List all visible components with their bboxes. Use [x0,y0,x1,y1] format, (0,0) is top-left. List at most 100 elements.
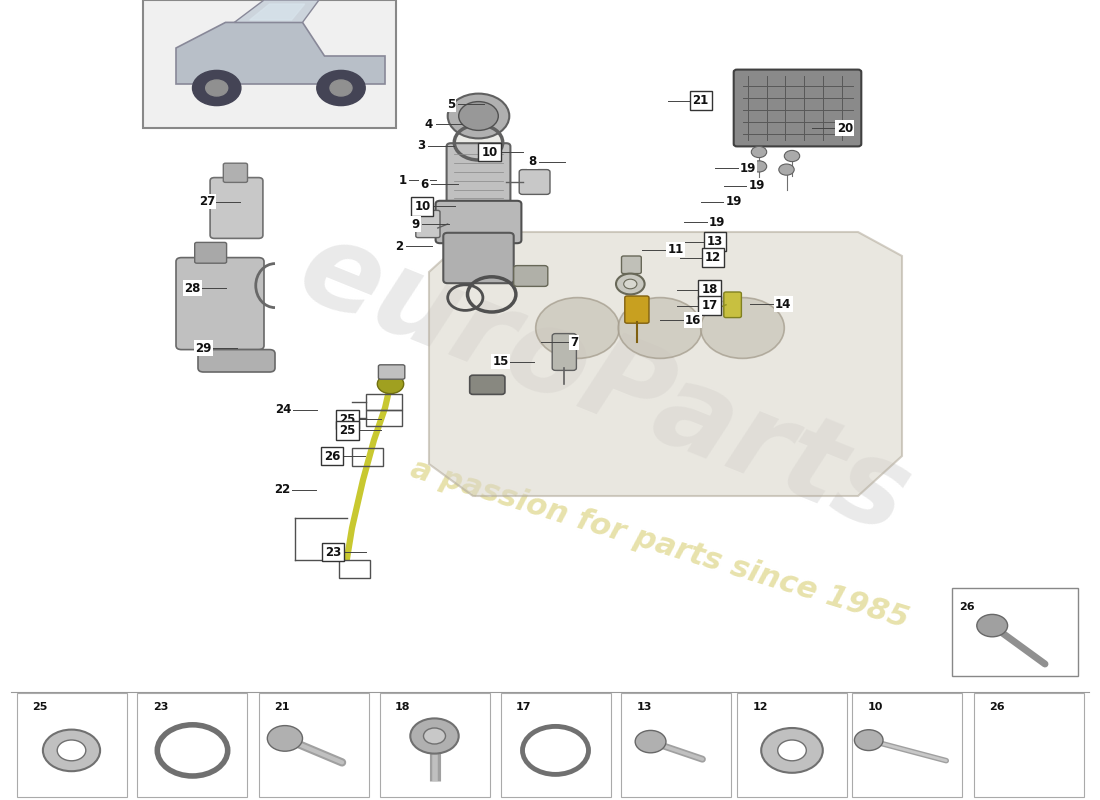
Text: euroParts: euroParts [284,210,926,558]
Bar [621,693,732,797]
Bar [366,394,402,410]
Text: 26: 26 [959,602,975,611]
Text: 26: 26 [989,702,1004,712]
Bar [852,693,962,797]
Text: 6: 6 [420,178,429,190]
Circle shape [192,70,241,106]
Text: 18: 18 [395,702,410,712]
FancyBboxPatch shape [552,334,576,370]
Circle shape [635,730,666,753]
FancyBboxPatch shape [447,143,510,207]
FancyBboxPatch shape [210,178,263,238]
FancyBboxPatch shape [378,365,405,379]
Text: 12: 12 [705,251,720,264]
Circle shape [784,150,800,162]
Circle shape [616,274,645,294]
Text: 10: 10 [482,146,497,158]
Bar [143,0,396,128]
Text: 19: 19 [740,162,756,174]
Circle shape [977,614,1008,637]
Text: 17: 17 [702,299,717,312]
Polygon shape [234,0,319,22]
Text: 22: 22 [275,483,290,496]
Text: 3: 3 [417,139,426,152]
FancyBboxPatch shape [514,266,548,286]
Polygon shape [250,4,305,20]
Text: 19: 19 [710,216,725,229]
Text: 25: 25 [32,702,47,712]
Bar [952,588,1078,676]
Circle shape [410,718,459,754]
Text: 20: 20 [837,122,852,134]
Circle shape [424,728,446,744]
Text: 21: 21 [693,94,708,107]
Circle shape [751,146,767,158]
Circle shape [855,730,883,750]
FancyBboxPatch shape [519,170,550,194]
Text: 21: 21 [274,702,289,712]
Circle shape [330,80,352,96]
FancyBboxPatch shape [416,210,440,238]
Polygon shape [176,22,385,84]
Text: 8: 8 [528,155,537,168]
Text: 19: 19 [726,195,741,208]
Polygon shape [429,232,902,496]
Text: 13: 13 [707,235,723,248]
Text: 18: 18 [702,283,717,296]
Circle shape [267,726,303,751]
Text: 7: 7 [570,336,579,349]
Circle shape [751,161,767,172]
Text: 17: 17 [516,702,531,712]
Text: 5: 5 [447,98,455,110]
Text: 24: 24 [276,403,292,416]
Text: 26: 26 [324,450,340,462]
Bar [16,693,126,797]
Text: 2: 2 [395,240,404,253]
Circle shape [779,164,794,175]
Text: 11: 11 [668,243,683,256]
Text: 1: 1 [398,174,407,186]
Bar [339,560,370,578]
FancyBboxPatch shape [621,256,641,274]
Text: 9: 9 [411,218,420,230]
FancyBboxPatch shape [734,70,861,146]
Text: 19: 19 [749,179,764,192]
Bar [258,693,369,797]
Circle shape [761,728,823,773]
Text: 15: 15 [493,355,508,368]
Bar [366,410,402,426]
Text: a passion for parts since 1985: a passion for parts since 1985 [407,454,913,634]
FancyBboxPatch shape [195,242,227,263]
Text: 12: 12 [752,702,768,712]
FancyBboxPatch shape [436,201,521,243]
Circle shape [536,298,619,358]
Text: 4: 4 [425,118,433,130]
Circle shape [377,374,404,394]
FancyBboxPatch shape [443,233,514,283]
Text: 23: 23 [326,546,341,558]
Circle shape [448,94,509,138]
Circle shape [57,740,86,761]
Circle shape [317,70,365,106]
Circle shape [454,125,503,160]
Text: 16: 16 [685,314,701,326]
Text: 10: 10 [415,200,430,213]
Circle shape [459,102,498,130]
Text: 27: 27 [199,195,214,208]
Text: 13: 13 [637,702,652,712]
FancyBboxPatch shape [625,296,649,323]
Circle shape [43,730,100,771]
Bar [379,693,490,797]
Bar [352,448,383,466]
Circle shape [624,279,637,289]
Text: 23: 23 [153,702,168,712]
Text: 25: 25 [340,413,355,426]
Circle shape [778,740,806,761]
Bar [138,693,248,797]
Bar [737,693,847,797]
Text: 14: 14 [776,298,791,310]
Circle shape [701,298,784,358]
Text: 28: 28 [185,282,200,294]
FancyBboxPatch shape [176,258,264,350]
Circle shape [206,80,228,96]
